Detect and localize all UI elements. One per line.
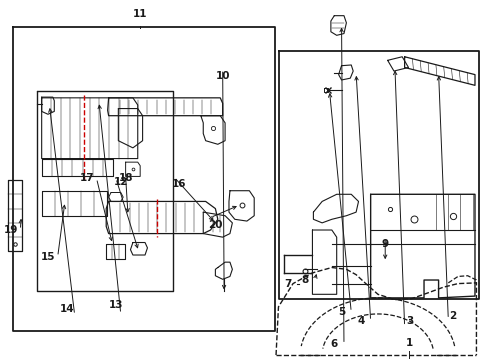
Text: 8: 8 [301,275,308,285]
Text: 13: 13 [108,300,123,310]
Text: 4: 4 [357,316,364,326]
Text: 20: 20 [208,220,222,230]
Text: 3: 3 [405,316,412,326]
Text: 11: 11 [133,9,147,19]
Text: 6: 6 [330,339,337,349]
Text: 15: 15 [41,252,55,262]
Text: 7: 7 [284,279,291,289]
Text: 10: 10 [215,71,229,81]
Text: 14: 14 [60,303,75,314]
Text: 12: 12 [113,177,128,187]
Text: 1: 1 [405,338,412,347]
Text: 18: 18 [118,173,133,183]
Text: 9: 9 [381,239,388,249]
Text: 2: 2 [448,311,456,321]
Text: 17: 17 [80,173,94,183]
Text: 19: 19 [3,225,18,235]
Text: 5: 5 [337,307,345,317]
Text: 16: 16 [171,179,186,189]
